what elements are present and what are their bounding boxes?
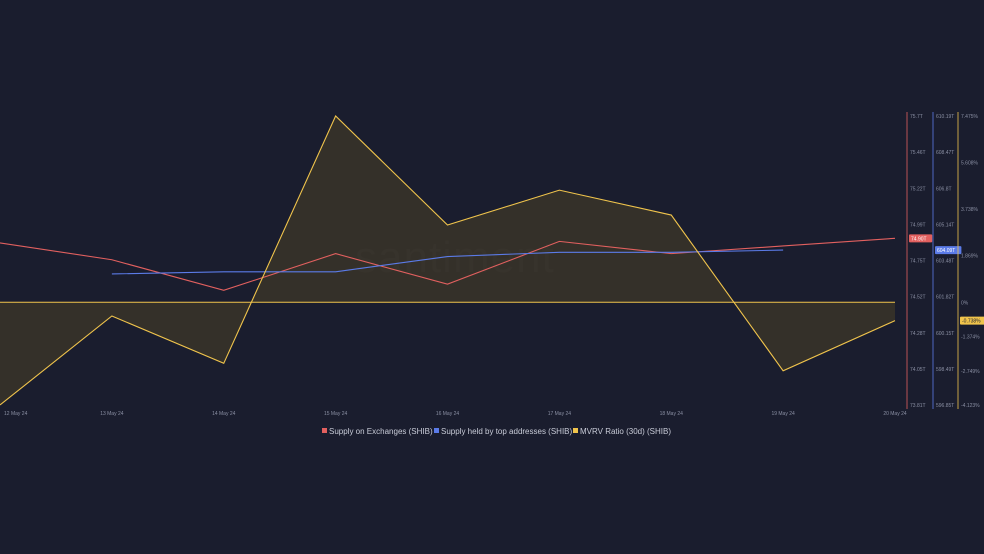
y-tick-label-left: 74.99T [910, 222, 926, 228]
mvrv-area [0, 116, 895, 405]
y-tick-label-middle: 596.85T [936, 403, 954, 409]
legend-swatch [322, 428, 327, 433]
y-tick-label-left: 75.22T [910, 186, 926, 192]
y-tick-label-right: -1.374% [961, 335, 980, 341]
x-tick-label: 12 May 24 [4, 411, 28, 417]
y-tick-label-left: 75.7T [910, 114, 923, 120]
mvrv-area-layer [0, 116, 895, 405]
legend-swatch [434, 428, 439, 433]
y-tick-label-right: 5.608% [961, 161, 979, 167]
x-tick-label: 19 May 24 [771, 411, 795, 417]
legend-label: Supply on Exchanges (SHIB) [329, 427, 433, 436]
y-tick-label-middle: 605.14T [936, 222, 954, 228]
y-tick-label-right: 0% [961, 300, 969, 306]
y-tick-label-left: 74.52T [910, 295, 926, 301]
y-tick-label-middle: 606.8T [936, 186, 952, 192]
legend-swatch [573, 428, 578, 433]
x-tick-label: 17 May 24 [548, 411, 572, 417]
series-lines-layer [0, 115, 896, 406]
y-current-badge-left [909, 234, 933, 243]
legend-label: Supply held by top addresses (SHIB) [441, 427, 573, 436]
y-current-badge-right [960, 316, 984, 325]
x-axis: 12 May 24 13 May 24 14 May 24 15 May 24 16 M… [4, 411, 907, 417]
y-current-label-right: -0.738% [962, 319, 981, 325]
y-tick-label-middle: 598.49T [936, 367, 954, 373]
legend: Supply on Exchanges (SHIB) Supply held by… [322, 427, 671, 436]
x-tick-label: 15 May 24 [324, 411, 348, 417]
y-tick-label-right: 7.475% [961, 114, 979, 120]
y-tick-label-left: 74.05T [910, 367, 926, 373]
y-tick-label-right: -4.123% [961, 403, 980, 409]
x-tick-label: 14 May 24 [212, 411, 236, 417]
legend-label: MVRV Ratio (30d) (SHIB) [580, 427, 671, 436]
y-tick-label-left: 75.46T [910, 150, 926, 156]
y-tick-label-middle: 600.15T [936, 331, 954, 337]
y-current-label-left: 74.90T [911, 236, 927, 242]
y-tick-label-middle: 601.82T [936, 295, 954, 301]
y-tick-label-middle: 610.19T [936, 114, 954, 120]
y-tick-label-left: 74.75T [910, 259, 926, 265]
x-tick-label: 20 May 24 [883, 411, 907, 417]
y-current-badge-middle [935, 246, 962, 255]
y-tick-label-left: 73.81T [910, 403, 926, 409]
x-tick-label: 16 May 24 [436, 411, 460, 417]
y-tick-label-middle: 603.48T [936, 259, 954, 265]
y-tick-label-right: -2.749% [961, 369, 980, 375]
x-tick-label: 18 May 24 [660, 411, 684, 417]
y-tick-label-middle: 608.47T [936, 150, 954, 156]
x-tick-label: 13 May 24 [100, 411, 124, 417]
y-tick-label-left: 74.28T [910, 331, 926, 337]
y-tick-label-right: 1.869% [961, 254, 979, 260]
y-axes-layer: 75.7T 75.46T 75.22T 74.99T 74.75T 74.52T 74.28… [906, 112, 984, 409]
y-tick-label-right: 3.738% [961, 207, 979, 213]
y-current-label-middle: 604.09T [937, 248, 955, 254]
